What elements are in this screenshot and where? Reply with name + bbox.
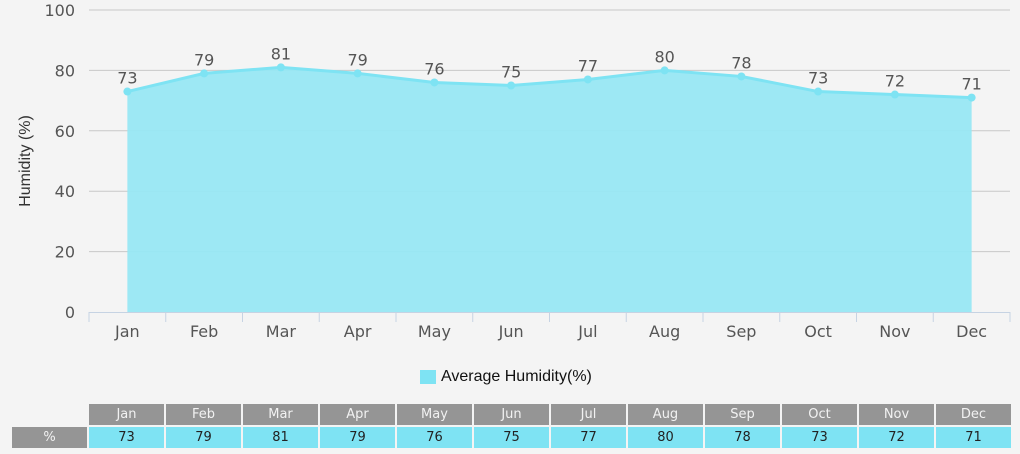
table-cell: 81 <box>243 427 318 448</box>
table-cell: 73 <box>782 427 857 448</box>
data-label: 77 <box>578 56 598 75</box>
x-tick-label: Sep <box>726 322 756 341</box>
x-tick-label: Oct <box>804 322 832 341</box>
table-cell: 75 <box>474 427 549 448</box>
data-point[interactable] <box>123 87 132 96</box>
x-tick-label: May <box>418 322 451 341</box>
data-point[interactable] <box>890 90 899 99</box>
data-label: 71 <box>961 75 981 94</box>
table-cell: 76 <box>397 427 472 448</box>
legend-label: Average Humidity(%) <box>441 368 592 385</box>
y-tick-label: 20 <box>55 243 75 262</box>
legend-swatch-icon <box>420 370 436 384</box>
humidity-area-chart: 0 20 40 60 80 100 Humidity (%) 73 79 81 79 76 75 77… <box>17 1 1011 341</box>
x-tick-label: Mar <box>266 322 297 341</box>
legend[interactable]: Average Humidity(%) <box>420 368 592 386</box>
data-labels: 73 79 81 79 76 75 77 80 78 73 72 71 <box>117 44 982 93</box>
table-cell: 71 <box>936 427 1011 448</box>
data-point[interactable] <box>430 78 439 87</box>
table-header-cell: Sep <box>705 404 780 425</box>
table-cell: 80 <box>628 427 703 448</box>
table-row-label: % <box>12 427 87 448</box>
data-point[interactable] <box>660 66 669 75</box>
data-label: 79 <box>194 50 214 69</box>
table-cell: 79 <box>166 427 241 448</box>
table-header-cell: Oct <box>782 404 857 425</box>
table-header-cell: Nov <box>859 404 934 425</box>
table-cell: 79 <box>320 427 395 448</box>
data-point[interactable] <box>353 69 362 78</box>
table-header-cell: Mar <box>243 404 318 425</box>
humidity-line <box>127 65 972 100</box>
data-label: 73 <box>117 69 137 88</box>
humidity-area <box>127 67 972 312</box>
data-label: 72 <box>885 72 905 91</box>
x-tick-label: Aug <box>649 322 680 341</box>
table-header-cell: Feb <box>166 404 241 425</box>
data-point[interactable] <box>507 81 516 90</box>
x-tick-label: Apr <box>344 322 372 341</box>
x-tick-label: Dec <box>956 322 987 341</box>
table-corner <box>12 404 87 425</box>
data-point[interactable] <box>967 93 976 102</box>
y-tick-label: 100 <box>44 1 75 20</box>
table-header-cell: Jan <box>89 404 164 425</box>
table-header-cell: Apr <box>320 404 395 425</box>
data-table: Jan Feb Mar Apr May Jun Jul Aug Sep Oct Nov Dec % 7… <box>10 402 1013 450</box>
table-cell: 72 <box>859 427 934 448</box>
data-label: 81 <box>271 44 291 63</box>
data-label: 78 <box>731 53 751 72</box>
y-axis-label: Humidity (%) <box>17 115 34 207</box>
x-tick-label: Jun <box>498 322 524 341</box>
data-label: 75 <box>501 63 521 82</box>
x-axis: Jan Feb Mar Apr May Jun Jul Aug Sep Oct Nov Dec <box>88 312 1011 341</box>
table-header-row: Jan Feb Mar Apr May Jun Jul Aug Sep Oct Nov Dec <box>12 404 1011 425</box>
data-point[interactable] <box>276 63 285 72</box>
table-cell: 77 <box>551 427 626 448</box>
data-point[interactable] <box>200 69 209 78</box>
data-point[interactable] <box>583 75 592 84</box>
y-tick-label: 80 <box>55 61 75 80</box>
table-row: % 73 79 81 79 76 75 77 80 78 73 72 71 <box>12 427 1011 448</box>
table-cell: 78 <box>705 427 780 448</box>
table-cell: 73 <box>89 427 164 448</box>
data-label: 79 <box>347 50 367 69</box>
y-axis-ticks: 0 20 40 60 80 100 <box>44 1 75 322</box>
table-header-cell: Dec <box>936 404 1011 425</box>
y-tick-label: 0 <box>65 303 75 322</box>
table-header-cell: Jun <box>474 404 549 425</box>
x-tick-label: Jan <box>114 322 140 341</box>
y-tick-label: 40 <box>55 182 75 201</box>
x-tick-label: Jul <box>577 322 597 341</box>
data-points <box>123 63 976 102</box>
table-header-cell: May <box>397 404 472 425</box>
data-label: 73 <box>808 69 828 88</box>
table-header-cell: Aug <box>628 404 703 425</box>
table-header-cell: Jul <box>551 404 626 425</box>
data-label: 76 <box>424 59 444 78</box>
data-point[interactable] <box>814 87 823 96</box>
data-label: 80 <box>654 47 674 66</box>
y-tick-label: 60 <box>55 122 75 141</box>
x-tick-label: Nov <box>879 322 910 341</box>
data-point[interactable] <box>737 72 746 81</box>
x-tick-label: Feb <box>190 322 218 341</box>
